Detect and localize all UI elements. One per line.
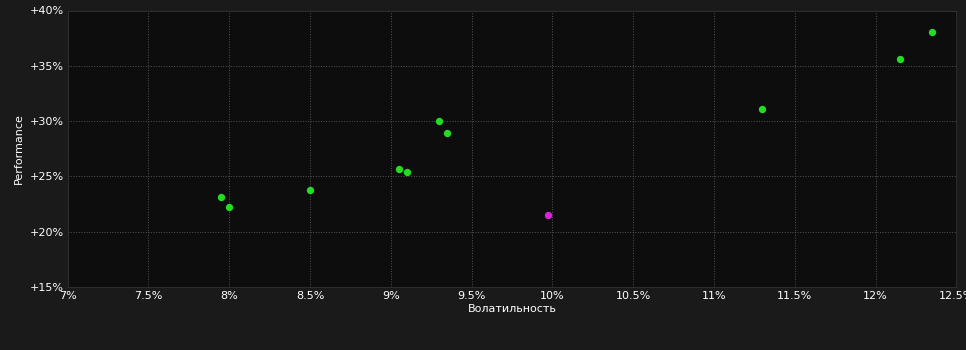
Point bbox=[432, 118, 447, 124]
Point bbox=[892, 56, 907, 62]
Y-axis label: Performance: Performance bbox=[14, 113, 24, 184]
Point bbox=[399, 169, 414, 175]
X-axis label: Волатильность: Волатильность bbox=[468, 304, 556, 314]
Point bbox=[221, 204, 237, 210]
Point bbox=[213, 195, 229, 200]
Point bbox=[391, 166, 407, 172]
Point bbox=[302, 187, 318, 192]
Point bbox=[440, 131, 455, 136]
Point bbox=[924, 29, 940, 34]
Point bbox=[754, 106, 770, 112]
Point bbox=[540, 212, 555, 218]
